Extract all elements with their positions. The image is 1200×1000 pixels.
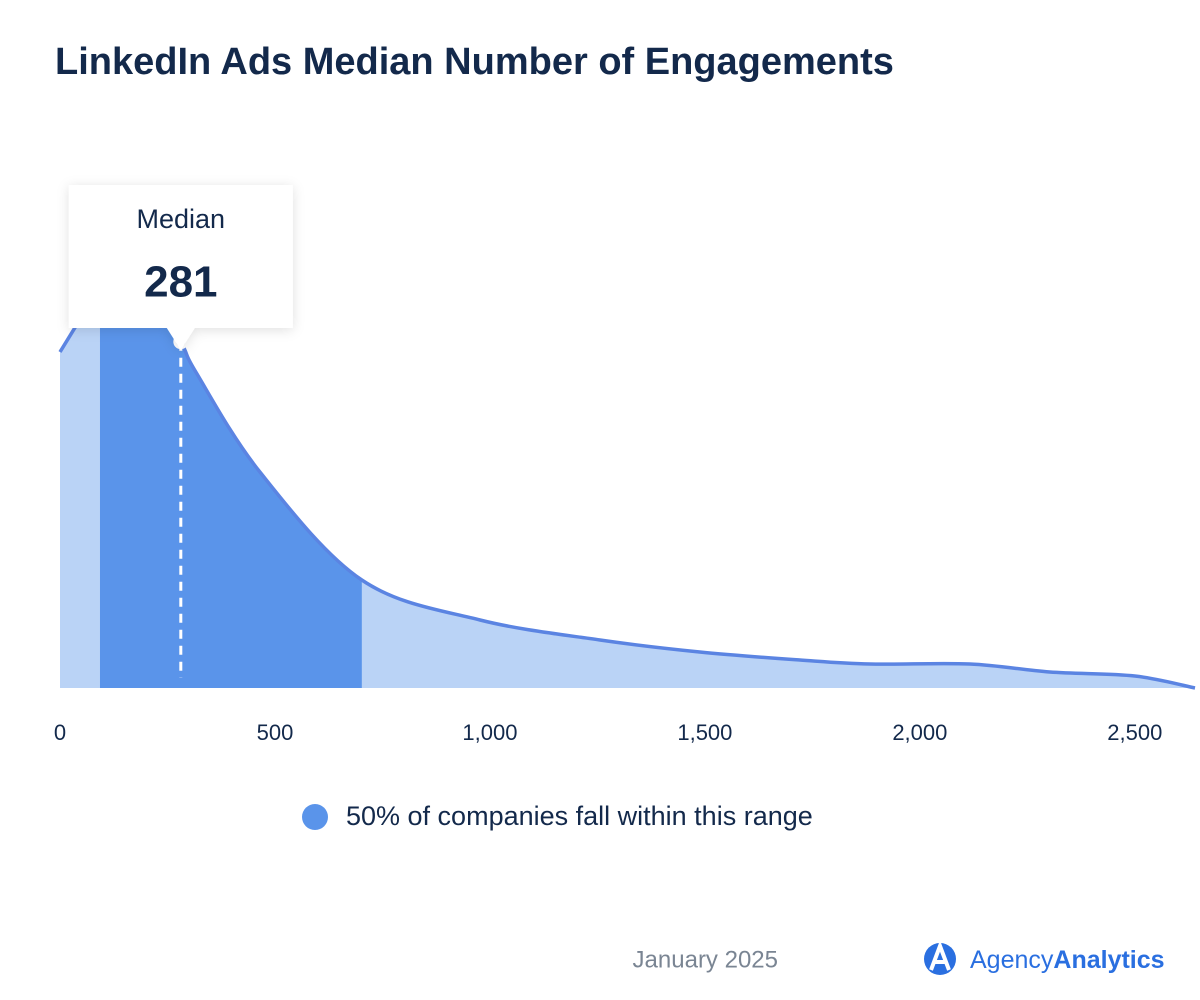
plot-area: 0 500 1,000 1,500 2,000 2,500 xyxy=(54,244,1196,745)
x-tick-label: 2,500 xyxy=(1107,720,1162,745)
legend-swatch xyxy=(302,804,328,830)
tooltip-label: Median xyxy=(137,204,226,234)
x-tick-label: 500 xyxy=(257,720,294,745)
x-tick-label: 1,000 xyxy=(462,720,517,745)
range-band xyxy=(99,246,362,688)
brand-logo: AgencyAnalytics xyxy=(924,940,1165,975)
date-label: January 2025 xyxy=(633,946,778,973)
logo-glyph xyxy=(929,940,951,971)
tooltip-value: 281 xyxy=(144,258,217,307)
x-tick-label: 1,500 xyxy=(677,720,732,745)
brand-part: Analytics xyxy=(1053,946,1164,974)
tooltip-box xyxy=(68,185,293,350)
median-tooltip xyxy=(68,185,293,350)
chart-title: LinkedIn Ads Median Number of Engagement… xyxy=(55,41,894,83)
legend-label: 50% of companies fall within this range xyxy=(346,801,813,831)
x-tick-label: 2,000 xyxy=(892,720,947,745)
overlay: Median 281 50% of companies fall within th… xyxy=(68,185,813,831)
brand-name: AgencyAnalytics xyxy=(970,946,1165,974)
brand-part: Agency xyxy=(970,946,1054,974)
x-tick-label: 0 xyxy=(54,720,66,745)
